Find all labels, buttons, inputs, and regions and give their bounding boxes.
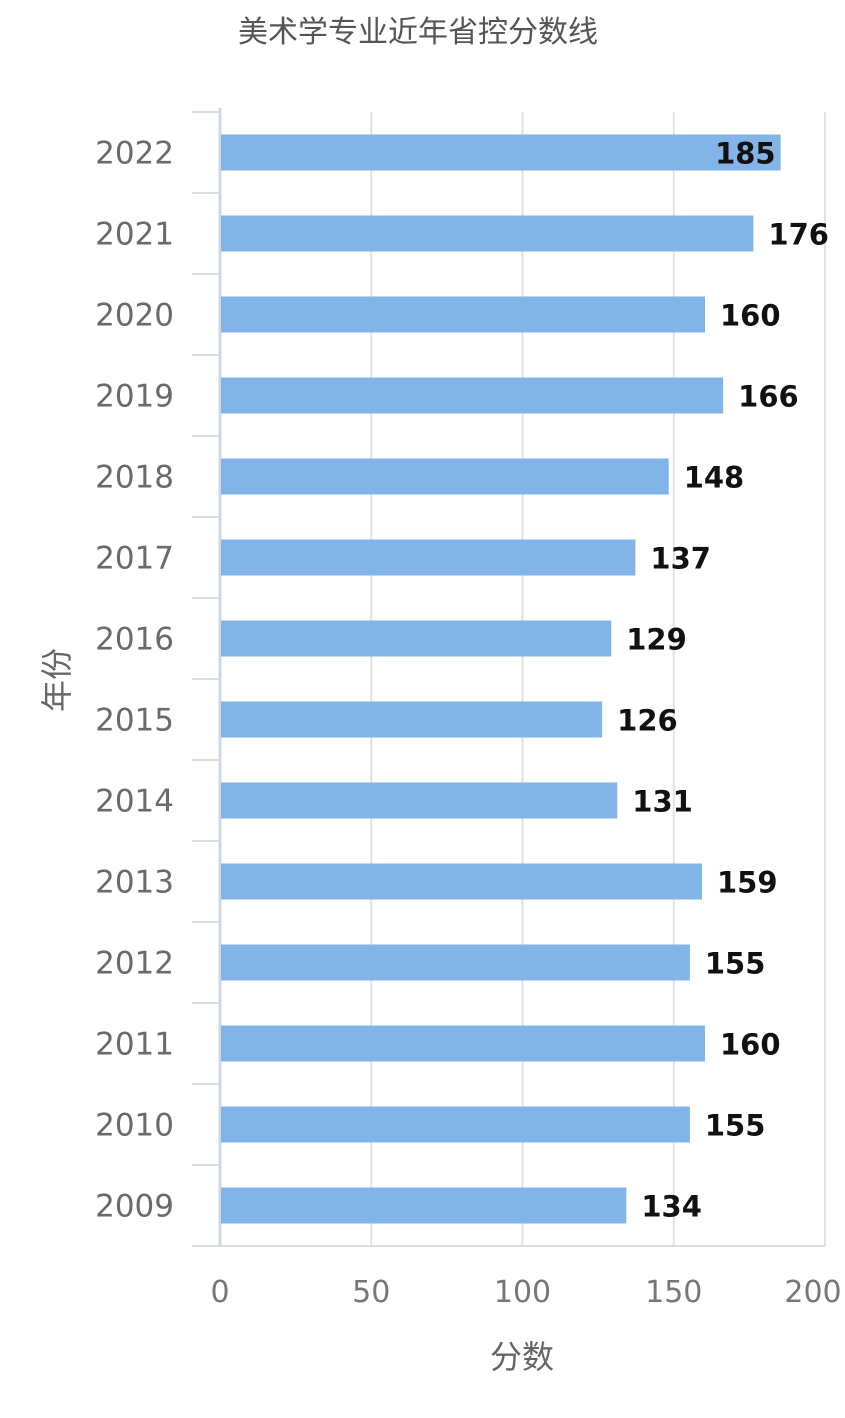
bar-2015 (221, 701, 603, 738)
bar-2010 (221, 1106, 690, 1143)
bar-2018 (221, 458, 669, 495)
bar-2016 (221, 620, 612, 657)
axes (192, 108, 825, 1247)
y-tick-label-2016: 2016 (95, 622, 174, 658)
x-tick-label-200: 200 (784, 1275, 841, 1310)
bar-2022 (221, 134, 781, 171)
value-label-2011: 160 (720, 1028, 781, 1062)
value-label-2022: 185 (715, 137, 776, 171)
value-label-2015: 126 (617, 704, 678, 738)
value-label-2012: 155 (705, 947, 766, 981)
y-tick-label-2015: 2015 (95, 703, 174, 739)
x-tick-label-50: 50 (352, 1275, 390, 1310)
y-tick-label-2014: 2014 (95, 784, 174, 820)
value-label-2021: 176 (768, 218, 829, 252)
bar-2021 (221, 215, 754, 252)
y-tick-label-2012: 2012 (95, 946, 174, 982)
y-tick-label-2022: 2022 (95, 136, 174, 172)
value-label-2019: 166 (738, 380, 799, 414)
bar-2017 (221, 539, 636, 576)
value-label-2013: 159 (717, 866, 778, 900)
y-tick-label-2017: 2017 (95, 541, 174, 577)
value-label-2018: 148 (684, 461, 745, 495)
y-tick-label-2010: 2010 (95, 1108, 174, 1144)
y-axis-label: 年份 (38, 648, 76, 712)
value-label-2020: 160 (720, 299, 781, 333)
value-label-2017: 137 (650, 542, 711, 576)
bar-2014 (221, 782, 618, 819)
chart-title: 美术学专业近年省控分数线 (238, 15, 598, 50)
value-label-2014: 131 (632, 785, 693, 819)
x-tick-label-0: 0 (210, 1275, 229, 1310)
bar-2012 (221, 944, 690, 981)
y-tick-label-2011: 2011 (95, 1027, 174, 1063)
y-tick-label-2009: 2009 (95, 1189, 174, 1225)
bar-2011 (221, 1025, 705, 1062)
x-tick-label-100: 100 (494, 1275, 551, 1310)
bar-2013 (221, 863, 702, 900)
y-tick-labels: 2022 2021 2020 2019 2018 2017 2016 2015 2014 2013… (95, 136, 174, 1225)
y-tick-label-2013: 2013 (95, 865, 174, 901)
y-tick-label-2021: 2021 (95, 217, 174, 253)
value-labels: 185 176 160 166 148 137 129 126 131 159 155 160 155 1… (617, 137, 829, 1224)
bar-2019 (221, 377, 724, 414)
y-tick-label-2018: 2018 (95, 460, 174, 496)
value-label-2009: 134 (641, 1190, 702, 1224)
bars (221, 134, 781, 1224)
x-tick-label-150: 150 (645, 1275, 702, 1310)
x-tick-labels: 0 50 100 150 200 (210, 1275, 841, 1310)
value-label-2016: 129 (626, 623, 687, 657)
y-tick-label-2019: 2019 (95, 379, 174, 415)
y-tick-label-2020: 2020 (95, 298, 174, 334)
x-axis-label: 分数 (490, 1338, 554, 1376)
value-label-2010: 155 (705, 1109, 766, 1143)
bar-2009 (221, 1187, 627, 1224)
bar-2020 (221, 296, 705, 333)
gridlines (370, 112, 826, 1246)
